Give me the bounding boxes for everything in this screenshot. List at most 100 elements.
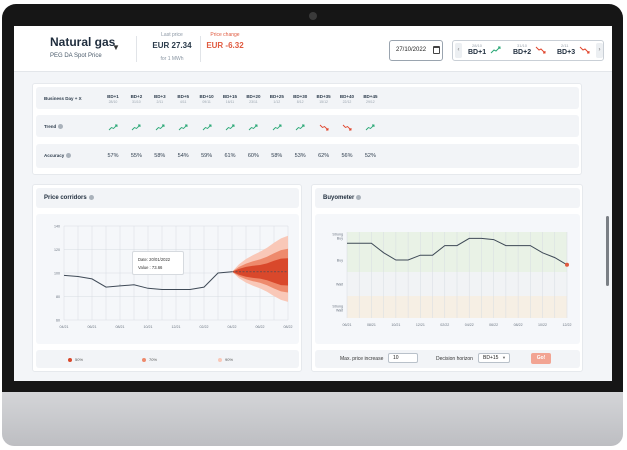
decision-horizon-select[interactable]: BD+15 ▼: [478, 353, 510, 363]
trend-down-icon: [535, 46, 546, 54]
price-line: [63, 271, 233, 290]
decision-horizon-label: Decision horizon: [436, 356, 473, 362]
trend-up-icon: [490, 46, 501, 54]
trend-up-icon: [132, 124, 141, 131]
business-day-row: Business Day + X: [36, 87, 579, 109]
trend-up-icon: [295, 124, 305, 131]
bd-number: BD+2: [130, 94, 143, 99]
bd-column-header: BD+2 31/10: [123, 94, 149, 104]
bd-item[interactable]: 28/10 BD+1: [464, 41, 508, 60]
prev-arrow-button[interactable]: ‹: [455, 43, 462, 58]
chart-tooltip: Date: 20/01/2022 Value : 73.66: [132, 251, 184, 275]
legend-dot: [218, 357, 222, 362]
accuracy-value: 54%: [177, 153, 189, 159]
legend-dot: [68, 357, 72, 362]
legend-item-50: 50%: [68, 357, 83, 362]
trend-up-icon: [178, 124, 188, 131]
bd-date: 09/11: [202, 100, 211, 104]
buyometer-card: Buyometer 06/21 08/21 10/21 12/21 02/22 04/22…: [311, 184, 583, 372]
x-tick-label: 06/21: [343, 323, 352, 327]
x-tick-label: 10/21: [391, 323, 400, 327]
trend-label: Trend: [44, 124, 57, 129]
y-tick-label: 80: [56, 295, 60, 299]
info-icon[interactable]: [356, 195, 362, 200]
x-tick-label: 10/22: [538, 323, 547, 327]
buyometer-title: Buyometer: [323, 195, 355, 202]
x-tick-label: 02/22: [200, 325, 209, 329]
trend-row: Trend: [36, 115, 579, 137]
current-point-marker: [565, 262, 569, 267]
bd-date: 28/10: [472, 43, 483, 48]
bd-column-header: BD+35 15/12: [311, 94, 337, 104]
business-day-label: Business Day + X: [44, 96, 82, 101]
bd-number: BD+45: [363, 94, 378, 99]
x-tick-label: 04/21: [60, 325, 69, 329]
x-tick-label: 12/21: [416, 323, 425, 327]
info-icon[interactable]: [88, 195, 94, 200]
x-tick-label: 12/22: [563, 323, 572, 327]
info-icon[interactable]: [58, 124, 64, 130]
bd-number: BD+40: [339, 94, 355, 99]
calendar-icon[interactable]: [433, 46, 440, 54]
x-tick-label: 08/21: [116, 325, 125, 329]
price-corridors-legend: 50% 70% 90%: [36, 350, 299, 368]
price-change-value: EUR -6.32: [206, 41, 244, 50]
header-bar: Natural gas ▼ PEG DA Spot Price Last pri…: [14, 26, 612, 72]
bd-column-header: BD+15 16/11: [217, 94, 243, 104]
bd-number: BD+30: [293, 94, 308, 99]
price-corridors-chart-area: 04/21 06/21 08/21 10/21 12/21 02/22 04/22 06/22…: [36, 214, 299, 344]
x-tick-label: 08/21: [367, 323, 376, 327]
legend-label: 50%: [75, 357, 84, 362]
bd-number: BD+35: [316, 94, 331, 99]
bd-column-header: BD+25 1/12: [264, 94, 290, 104]
go-button[interactable]: Go!: [531, 353, 551, 364]
bd-date: 22/12: [342, 100, 352, 104]
accuracy-value: 60%: [247, 153, 259, 159]
date-value: 27/10/2022: [396, 47, 427, 53]
last-price-value: EUR 27.34: [152, 41, 192, 50]
x-tick-label: 04/22: [465, 323, 474, 327]
last-price-label: Last price: [161, 32, 183, 38]
accuracy-value: 62%: [318, 153, 330, 159]
product-name: PEG DA Spot Price: [50, 53, 102, 59]
scrollbar[interactable]: [606, 216, 609, 286]
price-corridors-chart: 04/21 06/21 08/21 10/21 12/21 02/22 04/22 06/22…: [54, 225, 293, 330]
trend-down-icon: [342, 124, 352, 131]
trend-up-icon: [272, 124, 282, 131]
last-price-unit: for 1 MWh: [160, 56, 184, 62]
bd-date: 8/12: [296, 100, 304, 104]
bd-item[interactable]: 2/11 BD+3: [553, 41, 597, 60]
accuracy-value: 56%: [341, 153, 353, 159]
commodity-selector[interactable]: Natural gas: [50, 35, 116, 49]
accuracy-value: 61%: [224, 153, 236, 159]
zone-label: Buy: [337, 259, 343, 263]
bd-column-header: BD+1 28/10: [100, 94, 126, 104]
y-tick-label: 120: [54, 248, 60, 252]
date-picker[interactable]: 27/10/2022: [389, 40, 443, 61]
accuracy-label: Accuracy: [44, 153, 65, 158]
next-arrow-button[interactable]: ›: [596, 43, 603, 58]
app-screen: Natural gas ▼ PEG DA Spot Price Last pri…: [14, 26, 612, 381]
trend-up-icon: [366, 124, 375, 131]
trend-up-icon: [249, 124, 258, 131]
accuracy-value: 58%: [271, 153, 283, 159]
bd-column-header: BD+20 23/11: [240, 94, 266, 104]
legend-label: 90%: [225, 357, 234, 362]
bd-column-header: BD+3 2/11: [147, 94, 173, 104]
bd-column-header: BD+45 29/12: [357, 94, 383, 104]
price-corridors-title-wrap: Price corridors: [44, 195, 94, 201]
decision-horizon-value: BD+15: [483, 355, 499, 361]
info-icon[interactable]: [66, 153, 72, 159]
max-price-input[interactable]: 10: [388, 353, 418, 363]
trend-up-icon: [108, 124, 118, 131]
zone-label: Strong Wait: [332, 305, 343, 313]
accuracy-value: 58%: [154, 153, 166, 159]
bd-date: 29/12: [366, 100, 375, 104]
buyometer-header: Buyometer: [315, 188, 580, 208]
y-tick-label: 140: [54, 225, 60, 229]
chevron-down-icon[interactable]: ▼: [112, 43, 120, 52]
accuracy-value: 55%: [130, 153, 142, 159]
y-tick-label: 100: [54, 272, 60, 276]
bd-item[interactable]: 31/10 BD+2: [509, 41, 553, 60]
monitor-chin: [2, 392, 623, 446]
